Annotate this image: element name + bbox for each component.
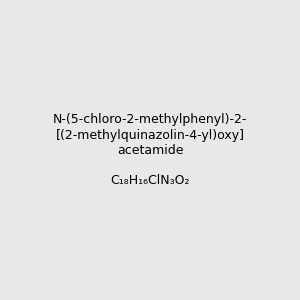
Text: N-(5-chloro-2-methylphenyl)-2-
[(2-methylquinazolin-4-yl)oxy]
acetamide

C₁₈H₁₆C: N-(5-chloro-2-methylphenyl)-2- [(2-methy… — [53, 113, 247, 187]
